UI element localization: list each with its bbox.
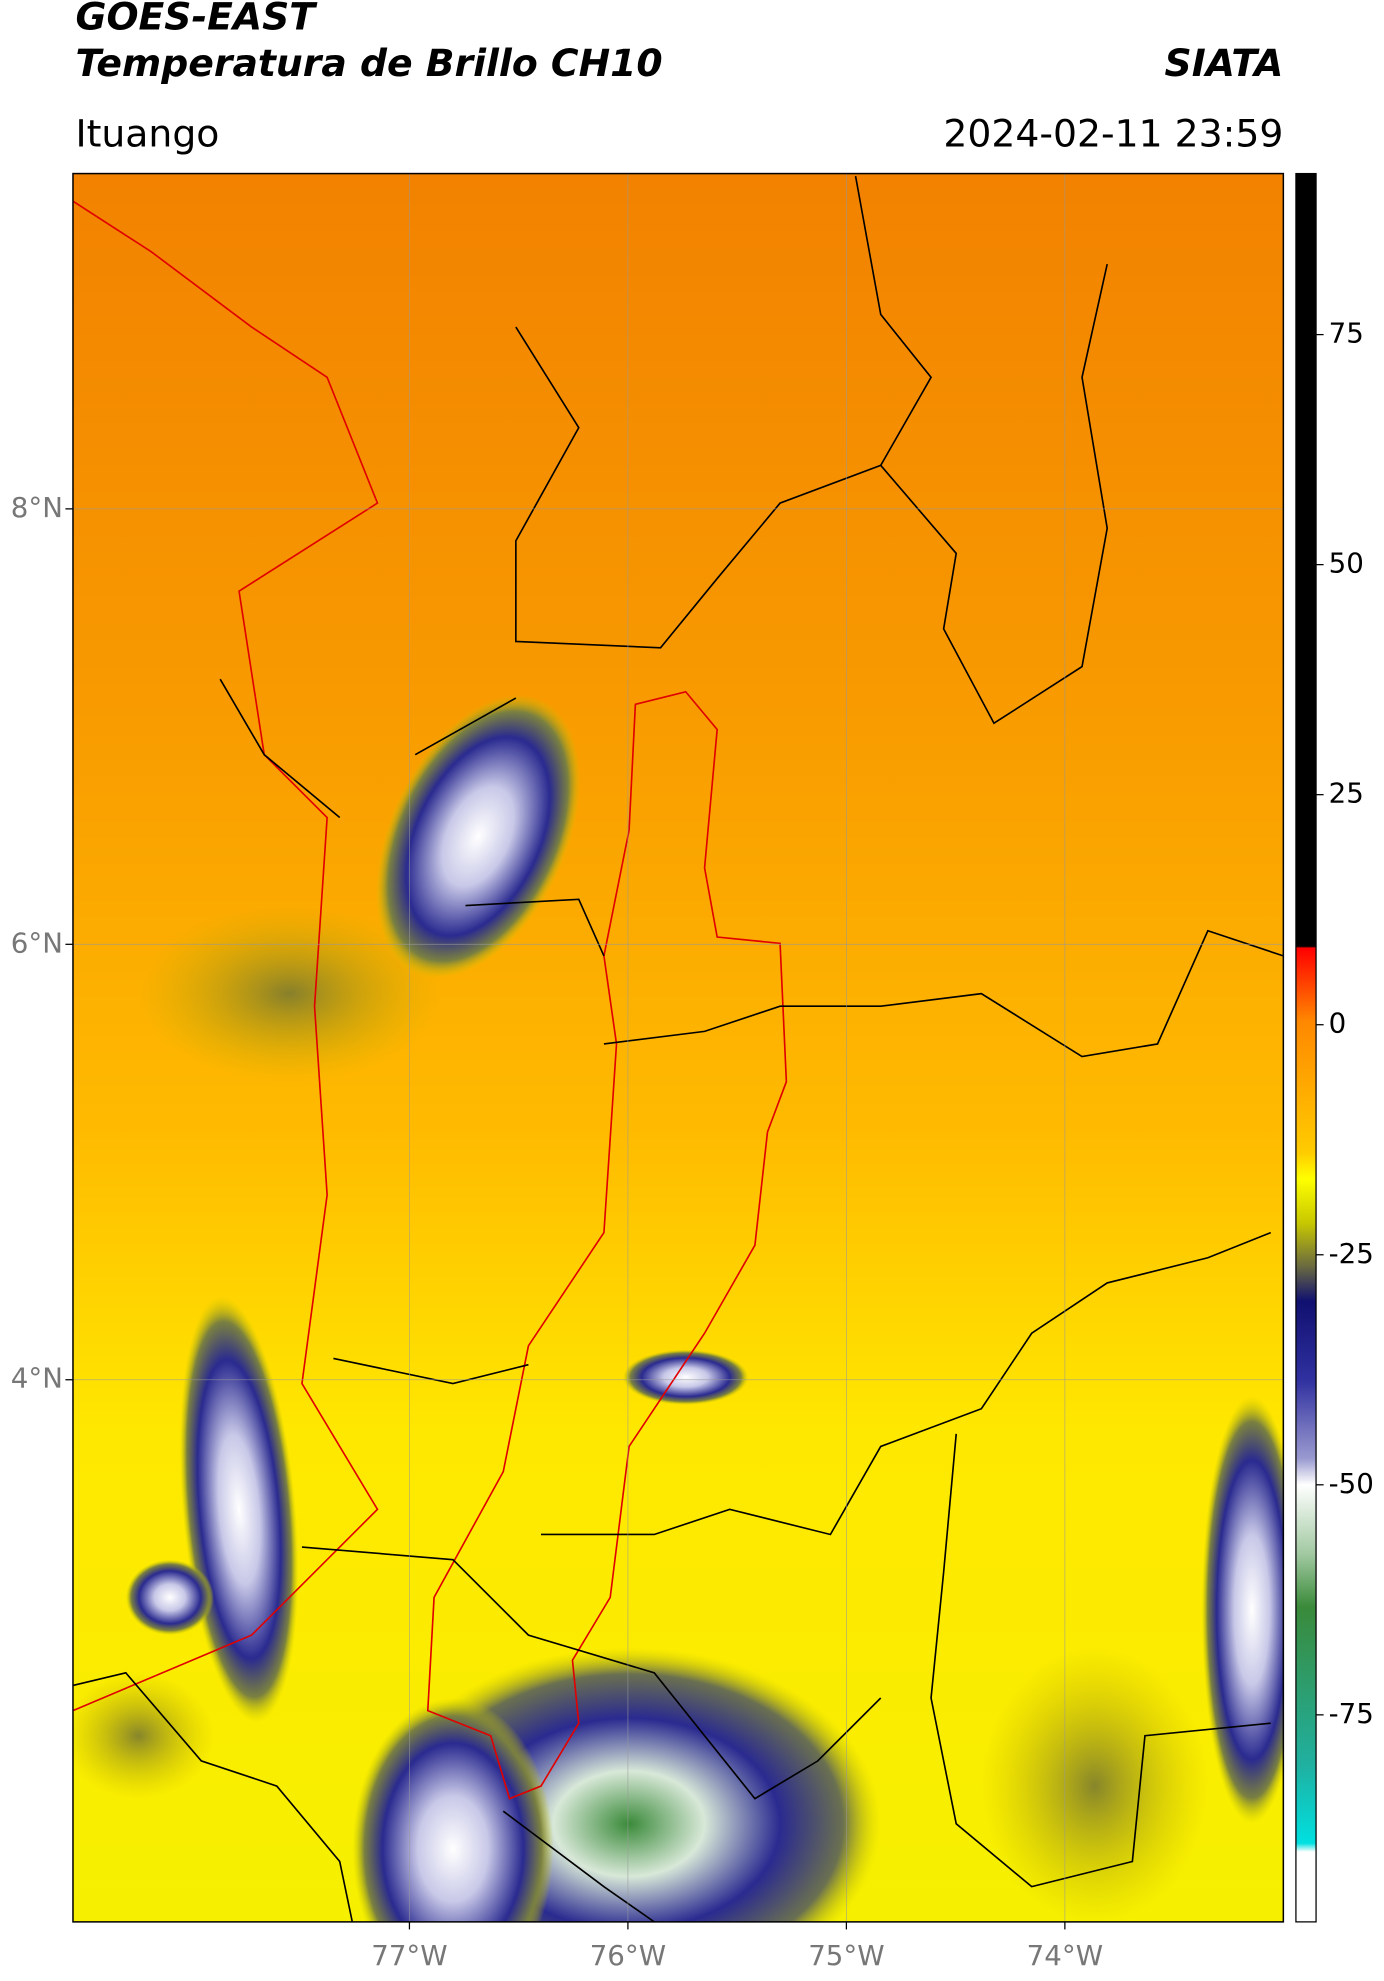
colorbar-tick-label: 50 (1329, 547, 1364, 580)
x-tick-label: 75°W (808, 1939, 884, 1972)
subtitle: Temperatura de Brillo CH10 (75, 41, 662, 85)
colorbar-frame (1295, 172, 1317, 1923)
y-tick-label: 4°N (11, 1362, 63, 1395)
source: SIATA (1165, 41, 1284, 85)
colorbar-tick-label: 25 (1329, 777, 1364, 810)
timestamp: 2024-02-11 23:59 (943, 111, 1283, 155)
map-frame (72, 172, 1285, 1923)
y-tick-label: 8°N (11, 491, 63, 524)
map-image (72, 173, 1284, 1922)
colorbar-tick-label: -25 (1329, 1237, 1374, 1270)
x-tick-label: 76°W (590, 1939, 666, 1972)
x-tick-label: 74°W (1027, 1939, 1103, 1972)
x-tick-label: 77°W (371, 1939, 447, 1972)
colorbar (1295, 173, 1317, 1922)
colorbar-tick-label: -50 (1329, 1467, 1374, 1500)
colorbar-tick-label: -75 (1329, 1697, 1374, 1730)
y-tick-label: 6°N (11, 926, 63, 959)
colorbar-tick-label: 75 (1329, 317, 1364, 350)
colorbar-tick-label: 0 (1329, 1007, 1347, 1040)
location: Ituango (75, 111, 219, 155)
title: GOES-EAST (75, 0, 318, 38)
